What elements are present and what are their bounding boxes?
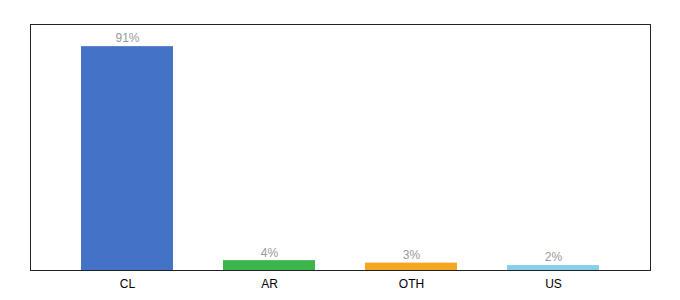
svg-text:2%: 2% [545, 250, 563, 264]
svg-text:91%: 91% [115, 31, 139, 45]
svg-text:AR: AR [261, 277, 278, 291]
svg-text:CL: CL [120, 277, 136, 291]
svg-text:3%: 3% [403, 248, 421, 262]
svg-text:4%: 4% [261, 246, 279, 260]
svg-text:OTH: OTH [399, 277, 424, 291]
svg-text:US: US [545, 277, 562, 291]
